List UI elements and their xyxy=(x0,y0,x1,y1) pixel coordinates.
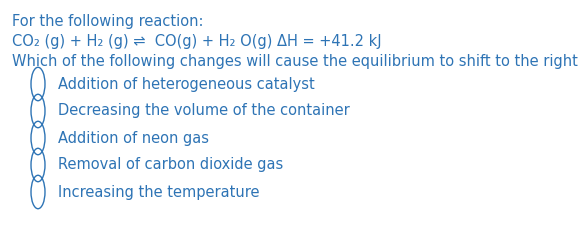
Text: Removal of carbon dioxide gas: Removal of carbon dioxide gas xyxy=(58,158,283,173)
Text: Decreasing the volume of the container: Decreasing the volume of the container xyxy=(58,104,350,119)
Text: Increasing the temperature: Increasing the temperature xyxy=(58,184,260,199)
Text: Addition of heterogeneous catalyst: Addition of heterogeneous catalyst xyxy=(58,76,315,91)
Text: Which of the following changes will cause the equilibrium to shift to the right?: Which of the following changes will caus… xyxy=(12,54,578,69)
Text: CO₂ (g) + H₂ (g) ⇌  CO(g) + H₂ O(g) ΔH = +41.2 kJ: CO₂ (g) + H₂ (g) ⇌ CO(g) + H₂ O(g) ΔH = … xyxy=(12,34,381,49)
Text: For the following reaction:: For the following reaction: xyxy=(12,14,203,29)
Text: Addition of neon gas: Addition of neon gas xyxy=(58,130,209,145)
